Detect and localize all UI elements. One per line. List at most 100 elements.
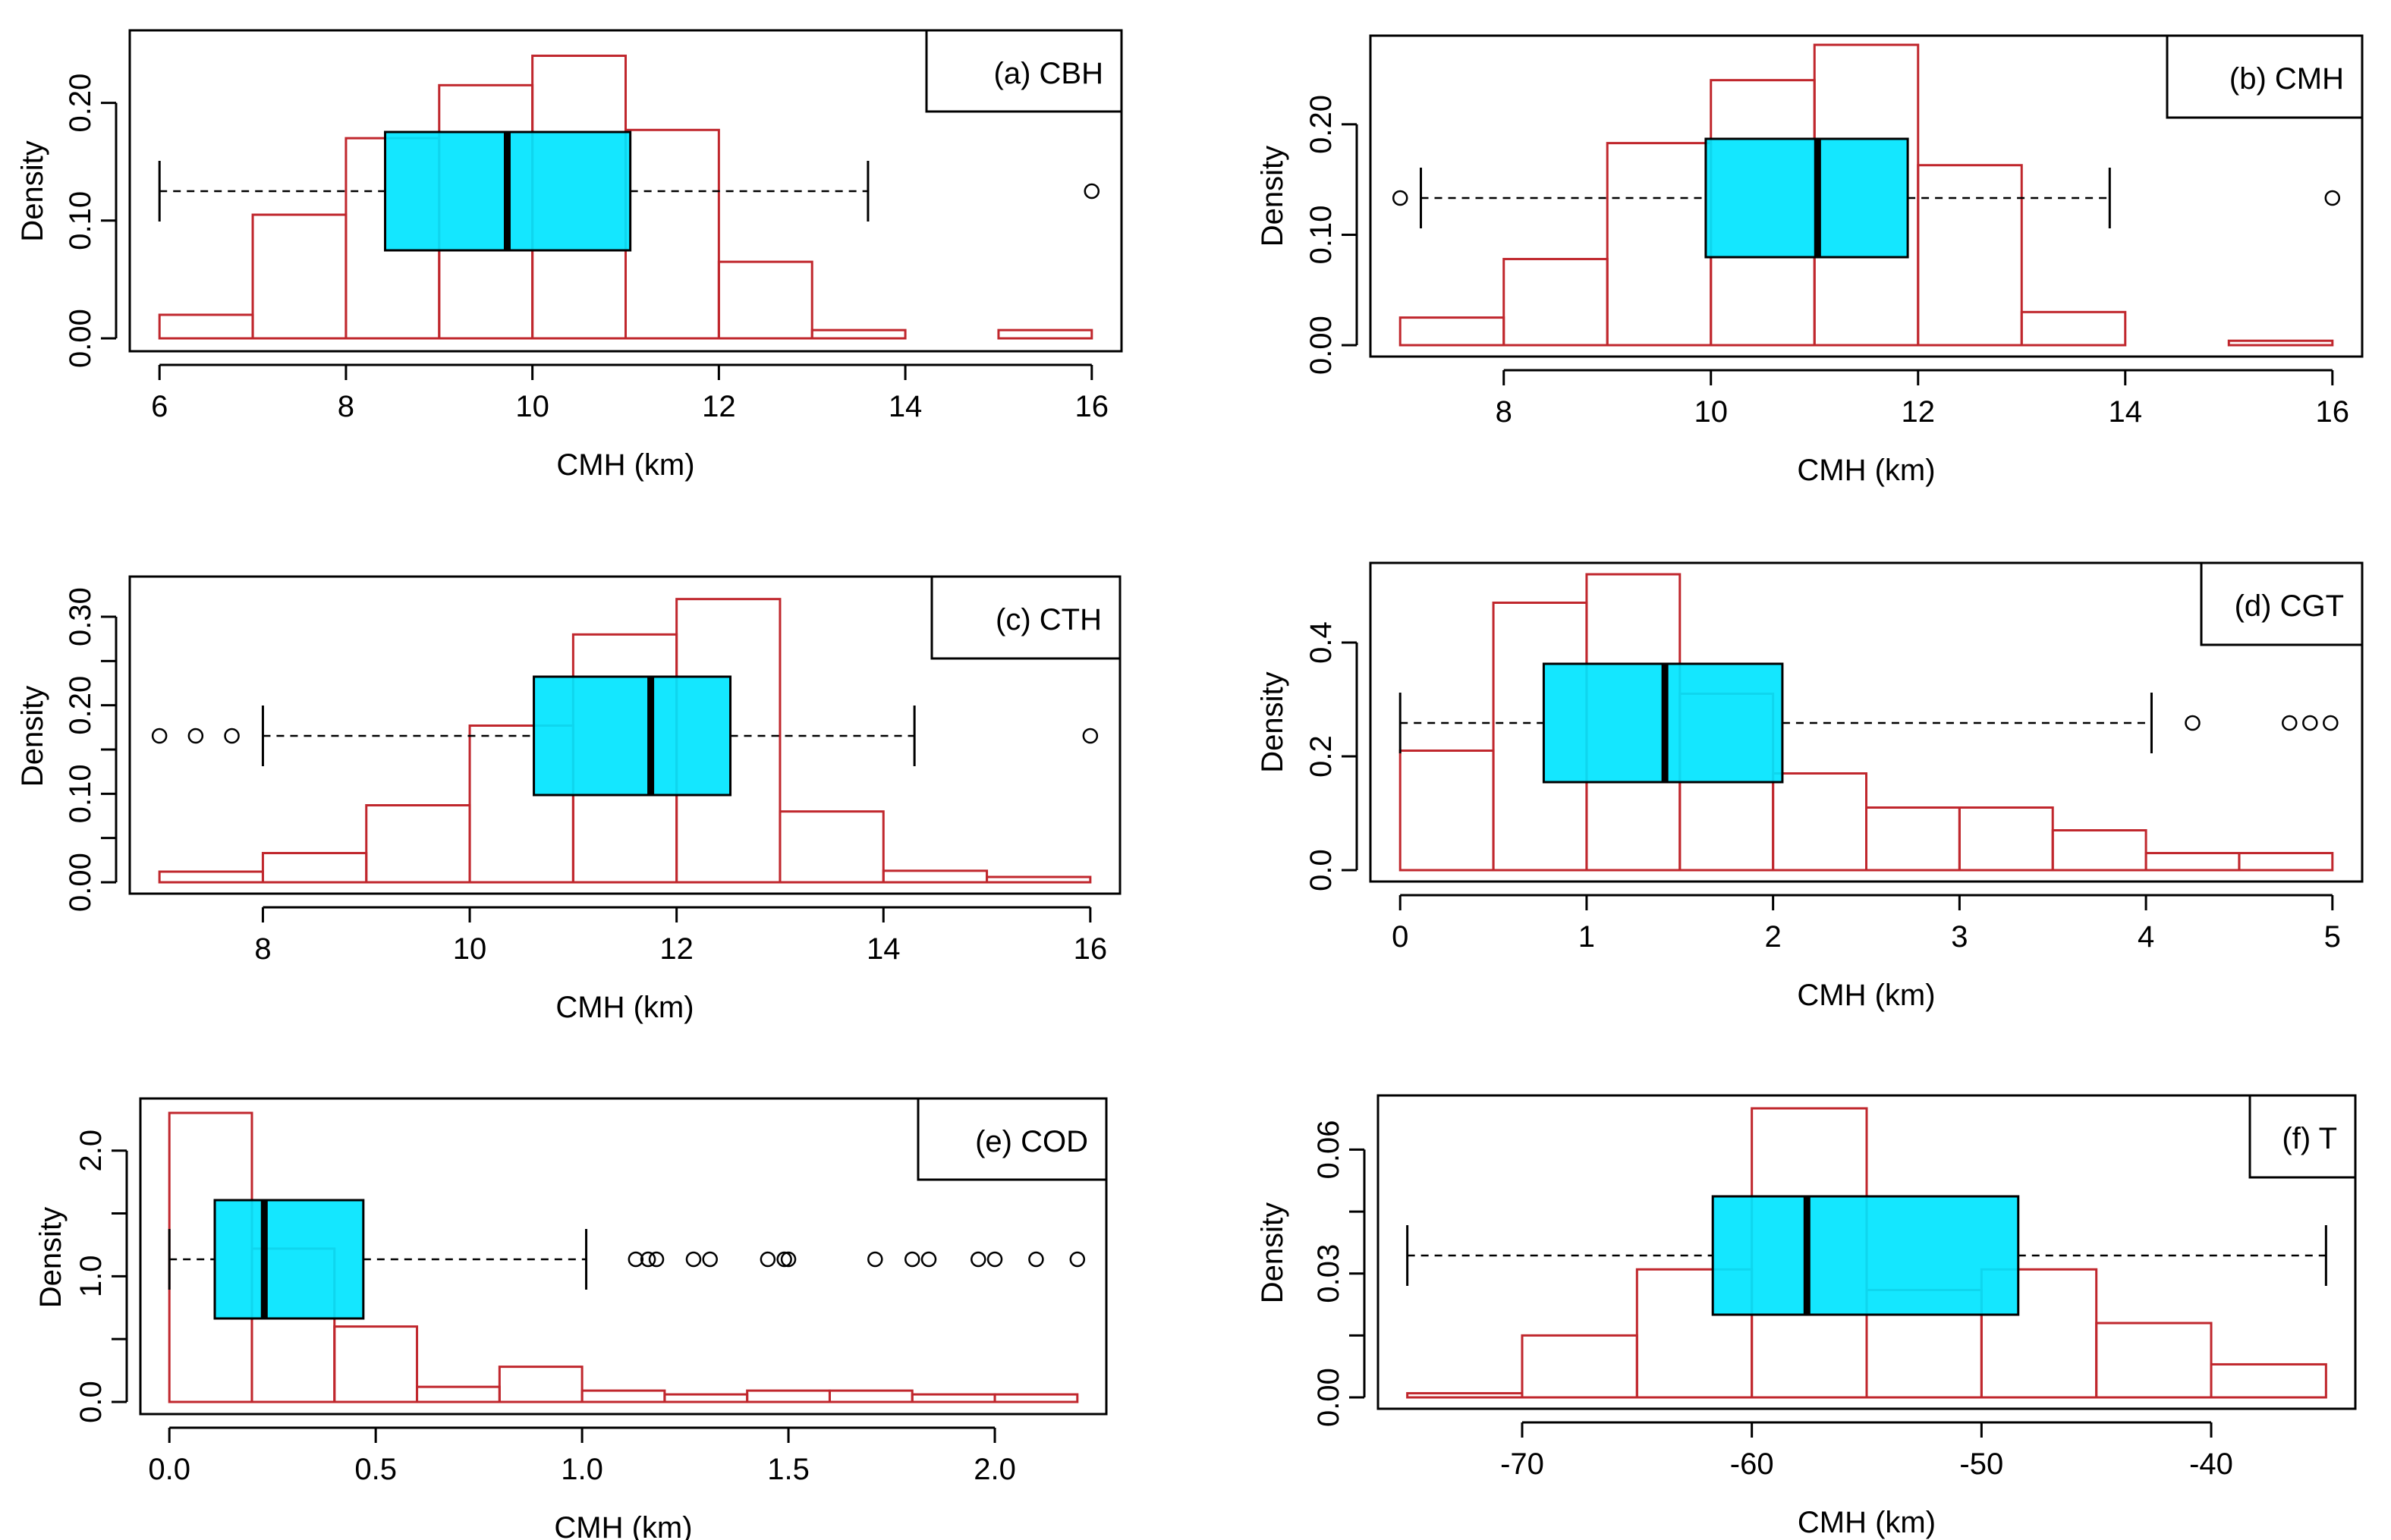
outlier-point xyxy=(776,1251,792,1268)
box-iqr xyxy=(1704,137,1909,259)
box-iqr xyxy=(1711,1195,2020,1316)
panel-title: (c) CTH xyxy=(996,603,1102,636)
y-tick-label: 0.4 xyxy=(1304,621,1338,664)
x-tick-label: 1.0 xyxy=(561,1453,603,1486)
x-tick-label: 14 xyxy=(2109,395,2143,429)
x-tick-label: 2 xyxy=(1765,920,1782,954)
histogram-bar xyxy=(997,328,1093,340)
outlier-point xyxy=(920,1251,937,1268)
chart-panel: (c) CTH 8 10 12 14 16 CMH (km) 0.00 0.10 0.20 0.30… xyxy=(16,575,1122,1024)
panel-title: (a) CBH xyxy=(994,57,1103,90)
histogram-bar xyxy=(746,1389,831,1403)
histogram-bar xyxy=(986,875,1092,884)
outlier-point xyxy=(1084,183,1100,200)
x-tick-label: -50 xyxy=(1959,1447,2003,1481)
outlier-point xyxy=(151,728,168,744)
x-tick-label: 14 xyxy=(867,932,901,966)
x-axis-label: CMH (km) xyxy=(1797,454,1935,487)
histogram-bar xyxy=(2095,1322,2213,1399)
chart-panel: (b) CMH 8 10 12 14 16 CMH (km) 0.00 0.10 0.20 Dens… xyxy=(1256,34,2364,487)
x-tick-label: 10 xyxy=(1694,395,1728,429)
panel-title: (e) COD xyxy=(975,1125,1088,1158)
x-axis-label: CMH (km) xyxy=(555,991,694,1024)
histogram-bar xyxy=(993,1393,1079,1403)
outlier-point xyxy=(904,1251,920,1268)
histogram-bar xyxy=(882,869,989,884)
x-tick-label: 12 xyxy=(702,390,736,423)
outlier-point xyxy=(780,1251,797,1268)
histogram-bar xyxy=(158,313,254,340)
x-tick-label: 2.0 xyxy=(974,1453,1016,1486)
panel-label-box xyxy=(2166,34,2364,119)
outlier-point xyxy=(702,1251,718,1268)
outlier-point xyxy=(2323,715,2339,731)
outlier-point xyxy=(2282,715,2298,731)
panel-label-box xyxy=(2200,561,2364,646)
outlier-point xyxy=(2185,715,2201,731)
y-axis-label: Density xyxy=(1256,146,1289,247)
histogram-bar xyxy=(1772,772,1868,872)
panel-title: (b) CMH xyxy=(2229,62,2344,96)
histogram-bar xyxy=(2227,339,2334,347)
x-tick-label: 14 xyxy=(889,390,923,423)
y-tick-label: 0.00 xyxy=(64,309,97,368)
histogram-bar xyxy=(779,810,885,884)
histogram-bar xyxy=(2144,852,2241,872)
outlier-point xyxy=(640,1251,656,1268)
x-tick-label: -60 xyxy=(1730,1447,1774,1481)
y-tick-label: 2.0 xyxy=(74,1130,108,1172)
histogram-bar xyxy=(1917,164,2023,347)
x-tick-label: -70 xyxy=(1500,1447,1544,1481)
plot-frame xyxy=(128,29,1123,353)
y-axis-label: Density xyxy=(1256,671,1289,772)
outlier-point xyxy=(2302,715,2318,731)
panel-title: (d) CGT xyxy=(2235,589,2344,623)
histogram-bar xyxy=(498,1366,584,1403)
plot-frame xyxy=(1369,561,2364,883)
histogram-bar xyxy=(365,804,471,884)
histogram-bar xyxy=(1406,1392,1524,1399)
x-tick-label: 0.5 xyxy=(354,1453,397,1486)
panel-label-box xyxy=(917,1097,1108,1181)
histogram-bar xyxy=(2210,1362,2327,1399)
y-tick-label: 0.03 xyxy=(1312,1244,1345,1303)
y-tick-label: 0.2 xyxy=(1304,735,1338,778)
y-tick-label: 0.00 xyxy=(1312,1368,1345,1427)
histogram-bar xyxy=(158,870,264,884)
box-iqr xyxy=(533,675,732,797)
histogram-bar xyxy=(1606,142,1713,347)
y-tick-label: 1.0 xyxy=(74,1256,108,1298)
histogram-bar xyxy=(1398,750,1495,872)
y-tick-label: 0.20 xyxy=(64,676,97,735)
outlier-point xyxy=(685,1251,702,1268)
y-tick-label: 0.00 xyxy=(64,853,97,912)
x-tick-label: 4 xyxy=(2138,920,2154,954)
outlier-point xyxy=(224,728,240,744)
histogram-bar xyxy=(2051,829,2147,872)
x-tick-label: 8 xyxy=(1496,395,1512,429)
histogram-bar xyxy=(1398,316,1505,347)
outlier-point xyxy=(986,1251,1003,1268)
x-tick-label: 16 xyxy=(2316,395,2350,429)
y-tick-label: 0.10 xyxy=(64,191,97,250)
chart-panel: (a) CBH 6 8 10 12 14 16 CMH (km) 0.00 0.10 0.20 Den… xyxy=(16,29,1123,482)
y-tick-label: 0.0 xyxy=(74,1381,108,1423)
chart-panel: (d) CGT 0 1 2 3 4 5 CMH (km) 0.0 0.2 0.4 Density xyxy=(1256,561,2364,1012)
histogram-bar xyxy=(2020,310,2127,347)
y-tick-label: 0.20 xyxy=(64,74,97,133)
chart-panel: (f) T -70 -60 -50 -40 CMH (km) 0.00 0.03 0.06 Den… xyxy=(1256,1094,2357,1539)
x-tick-label: 12 xyxy=(1902,395,1936,429)
x-tick-label: 16 xyxy=(1075,390,1109,423)
x-tick-label: 8 xyxy=(338,390,354,423)
y-axis-label: Density xyxy=(16,140,49,241)
histogram-bar xyxy=(2238,852,2334,872)
x-tick-label: 8 xyxy=(254,932,271,966)
y-axis-label: Density xyxy=(34,1207,68,1308)
outlier-point xyxy=(1392,190,1408,206)
x-tick-label: 16 xyxy=(1074,932,1108,966)
histogram-bar xyxy=(580,1389,666,1403)
x-axis-label: CMH (km) xyxy=(1798,1506,1936,1539)
x-axis-label: CMH (km) xyxy=(1797,979,1935,1012)
x-tick-label: 1 xyxy=(1578,920,1595,954)
